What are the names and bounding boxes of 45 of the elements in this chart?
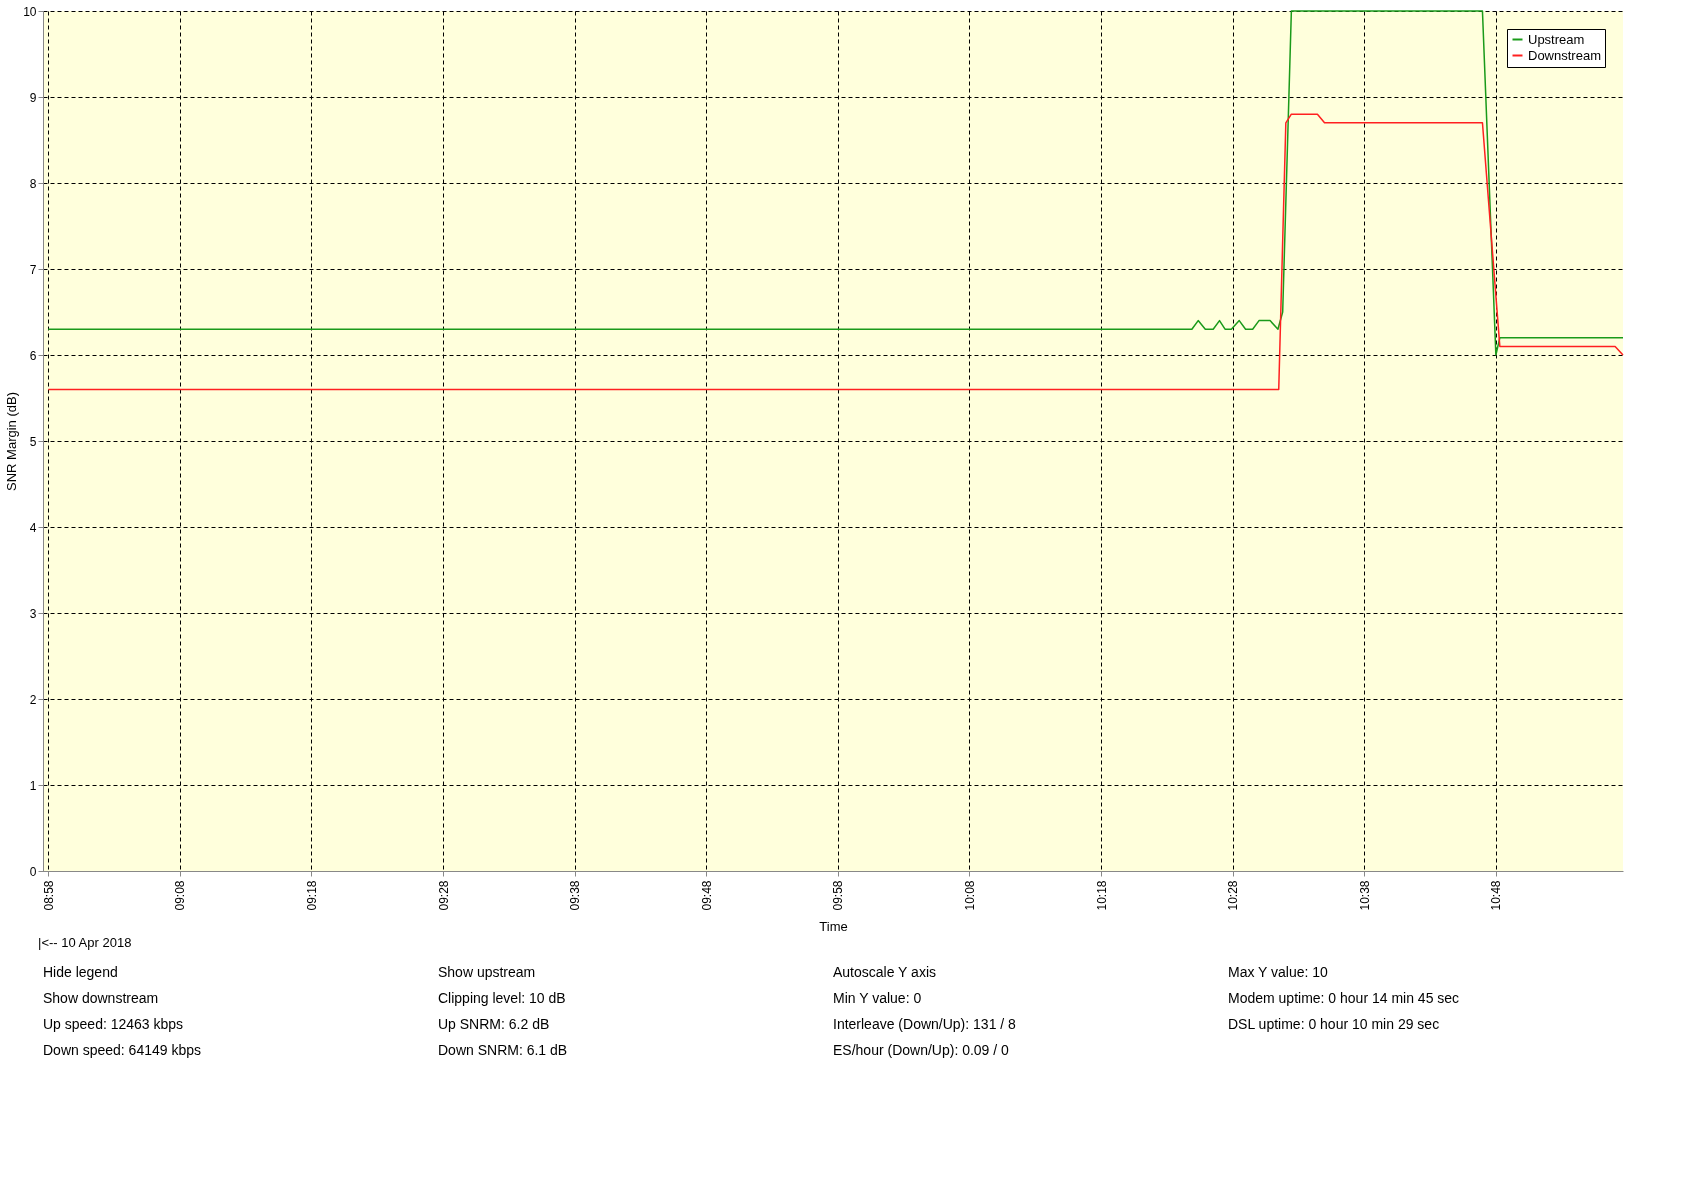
y-tick-label: 0 <box>29 864 37 879</box>
text: Clipping level: 10 dB <box>438 990 566 1006</box>
text: Hide legend <box>43 964 118 980</box>
text: DSL uptime: 0 hour 10 min 29 sec <box>1228 1016 1440 1032</box>
line-series <box>47 10 1624 356</box>
text: Show downstream <box>43 990 159 1006</box>
line-series <box>47 113 1624 391</box>
y-tick-label: 4 <box>29 520 37 535</box>
y-tick-label: 1 <box>29 778 37 793</box>
text: ES/hour (Down/Up): 0.09 / 0 <box>833 1042 1010 1058</box>
x-tick-label: 09:48 <box>699 880 714 911</box>
x-axis-title: Time <box>819 918 848 934</box>
x-tick-label: 10:38 <box>1357 880 1372 911</box>
text: |<-- 10 Apr 2018 <box>38 935 132 950</box>
x-tick-label: 09:58 <box>831 880 846 911</box>
y-tick-label: 10 <box>23 4 37 19</box>
x-tick-label: 10:28 <box>1226 880 1241 911</box>
y-tick-label: 7 <box>29 262 37 277</box>
y-axis-title: SNR Margin (dB) <box>4 392 20 491</box>
text: Down SNRM: 6.1 dB <box>438 1042 568 1058</box>
text: Down speed: 64149 kbps <box>43 1042 201 1058</box>
text: Autoscale Y axis <box>833 964 936 980</box>
y-tick-label: 3 <box>29 606 37 621</box>
x-tick-label: 09:18 <box>304 880 319 911</box>
text: Modem uptime: 0 hour 14 min 45 sec <box>1228 990 1460 1006</box>
x-tick-label: 08:58 <box>41 880 56 911</box>
x-tick-label: 10:48 <box>1489 880 1504 911</box>
text: Max Y value: 10 <box>1228 964 1329 980</box>
x-tick-label: 09:08 <box>173 880 188 911</box>
y-tick-label: 8 <box>29 176 37 191</box>
text: Min Y value: 0 <box>833 990 922 1006</box>
text: Show upstream <box>438 964 536 980</box>
y-tick-label: 6 <box>29 348 37 363</box>
x-tick-label: 10:08 <box>962 880 977 911</box>
x-tick-label: 09:38 <box>568 880 583 911</box>
y-tick-label: 5 <box>29 434 37 449</box>
text: Up SNRM: 6.2 dB <box>438 1016 550 1032</box>
x-tick-label: 10:18 <box>1094 880 1109 911</box>
y-tick-label: 2 <box>29 692 37 707</box>
text: Interleave (Down/Up): 131 / 8 <box>833 1016 1017 1032</box>
y-tick-label: 9 <box>29 90 37 105</box>
x-tick-label: 09:28 <box>436 880 451 911</box>
legend-label: Downstream <box>1528 47 1601 63</box>
legend-label: Upstream <box>1528 31 1585 47</box>
text: Up speed: 12463 kbps <box>43 1016 184 1032</box>
